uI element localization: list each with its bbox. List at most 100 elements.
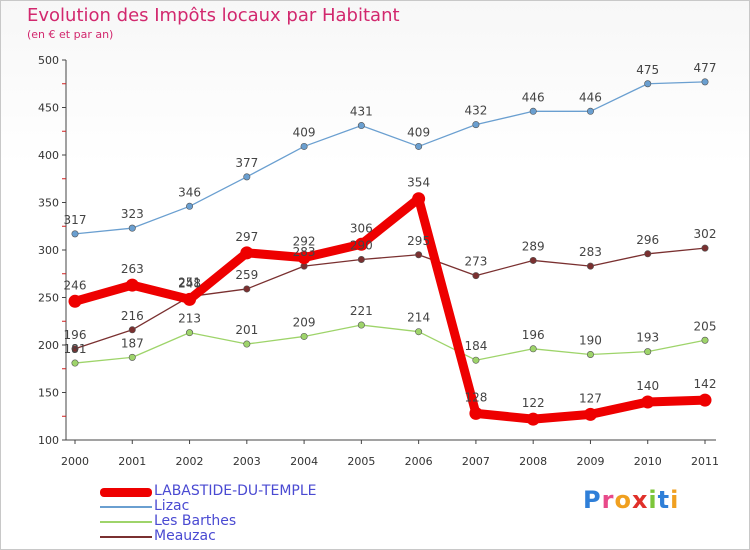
data-point xyxy=(644,250,652,258)
data-label: 263 xyxy=(121,262,144,276)
x-tick-label: 2002 xyxy=(176,455,204,468)
data-label: 209 xyxy=(293,315,316,329)
y-tick-label: 400 xyxy=(38,149,59,162)
data-point xyxy=(472,272,480,280)
data-label: 216 xyxy=(121,309,144,323)
data-label: 295 xyxy=(407,234,430,248)
data-point xyxy=(701,336,709,344)
x-tick-label: 2006 xyxy=(405,455,433,468)
data-label: 290 xyxy=(350,239,373,253)
data-label: 205 xyxy=(694,319,717,333)
y-tick-label: 350 xyxy=(38,197,59,210)
data-label: 323 xyxy=(121,207,144,221)
logo-letter: o xyxy=(614,486,632,514)
data-point xyxy=(586,350,594,358)
legend-label: Lizac xyxy=(154,498,190,514)
data-label: 201 xyxy=(235,323,258,337)
data-point xyxy=(128,224,136,232)
y-tick-label: 200 xyxy=(38,339,59,352)
series-line-meauzac xyxy=(74,247,706,350)
chart-title: Evolution des Impôts locaux par Habitant xyxy=(27,5,400,26)
data-label: 477 xyxy=(694,61,717,75)
data-label: 140 xyxy=(636,379,659,393)
data-point xyxy=(701,78,709,86)
data-point xyxy=(586,262,594,270)
data-label: 432 xyxy=(464,104,487,118)
data-point xyxy=(68,294,82,308)
data-point xyxy=(357,255,365,263)
data-point xyxy=(644,80,652,88)
x-tick-label: 2003 xyxy=(233,455,261,468)
data-label: 248 xyxy=(178,276,201,290)
data-label: 446 xyxy=(522,90,545,104)
y-tick-label: 450 xyxy=(38,102,59,115)
x-tick-label: 2004 xyxy=(290,455,318,468)
data-point xyxy=(71,345,79,353)
data-point xyxy=(641,395,655,409)
data-label: 187 xyxy=(121,336,144,350)
data-label: 354 xyxy=(407,176,430,190)
data-label: 377 xyxy=(235,156,258,170)
data-point xyxy=(472,356,480,364)
legend-swatch xyxy=(100,536,152,538)
data-label: 273 xyxy=(464,255,487,269)
data-label: 190 xyxy=(579,334,602,348)
data-label: 409 xyxy=(293,125,316,139)
x-tick-label: 2008 xyxy=(519,455,547,468)
x-tick-label: 2005 xyxy=(347,455,375,468)
data-label: 289 xyxy=(522,239,545,253)
logo-letter: i xyxy=(648,486,658,514)
data-point xyxy=(297,251,311,265)
data-point xyxy=(243,340,251,348)
data-label: 292 xyxy=(293,235,316,249)
y-tick-label: 250 xyxy=(38,292,59,305)
data-point xyxy=(415,251,423,259)
legend-label: LABASTIDE-DU-TEMPLE xyxy=(154,483,317,499)
data-point xyxy=(186,202,194,210)
series-line-les-barthes xyxy=(74,324,706,364)
legend-swatch xyxy=(100,506,152,508)
data-label: 317 xyxy=(64,213,87,227)
data-label: 259 xyxy=(235,268,258,282)
data-label: 196 xyxy=(64,328,87,342)
data-point xyxy=(125,278,139,292)
data-label: 214 xyxy=(407,311,430,325)
data-point xyxy=(357,122,365,130)
data-point xyxy=(526,412,540,426)
data-label: 446 xyxy=(579,90,602,104)
data-point xyxy=(529,345,537,353)
data-point xyxy=(529,107,537,115)
x-tick-label: 2010 xyxy=(634,455,662,468)
data-point xyxy=(472,121,480,129)
logo-letter: x xyxy=(631,486,649,514)
y-tick-label: 150 xyxy=(38,387,59,400)
data-label: 346 xyxy=(178,185,201,199)
legend-label: Meauzac xyxy=(154,528,216,544)
data-point xyxy=(701,244,709,252)
x-tick-label: 2001 xyxy=(118,455,146,468)
data-point xyxy=(529,256,537,264)
data-point xyxy=(71,359,79,367)
x-tick-label: 2011 xyxy=(691,455,719,468)
y-tick-label: 500 xyxy=(38,54,59,67)
x-tick-label: 2000 xyxy=(61,455,89,468)
data-point xyxy=(300,142,308,150)
data-point xyxy=(128,353,136,361)
data-label: 196 xyxy=(522,328,545,342)
data-point xyxy=(186,329,194,337)
legend-label: Les Barthes xyxy=(154,513,237,529)
data-point xyxy=(128,326,136,334)
data-point xyxy=(240,246,254,260)
data-label: 409 xyxy=(407,125,430,139)
data-label: 283 xyxy=(579,245,602,259)
data-point xyxy=(243,173,251,181)
data-label: 251 xyxy=(178,276,201,290)
x-tick-label: 2007 xyxy=(462,455,490,468)
data-point xyxy=(357,321,365,329)
data-point xyxy=(698,393,712,407)
data-label: 296 xyxy=(636,233,659,247)
data-point xyxy=(300,332,308,340)
data-label: 221 xyxy=(350,304,373,318)
data-point xyxy=(412,192,426,206)
